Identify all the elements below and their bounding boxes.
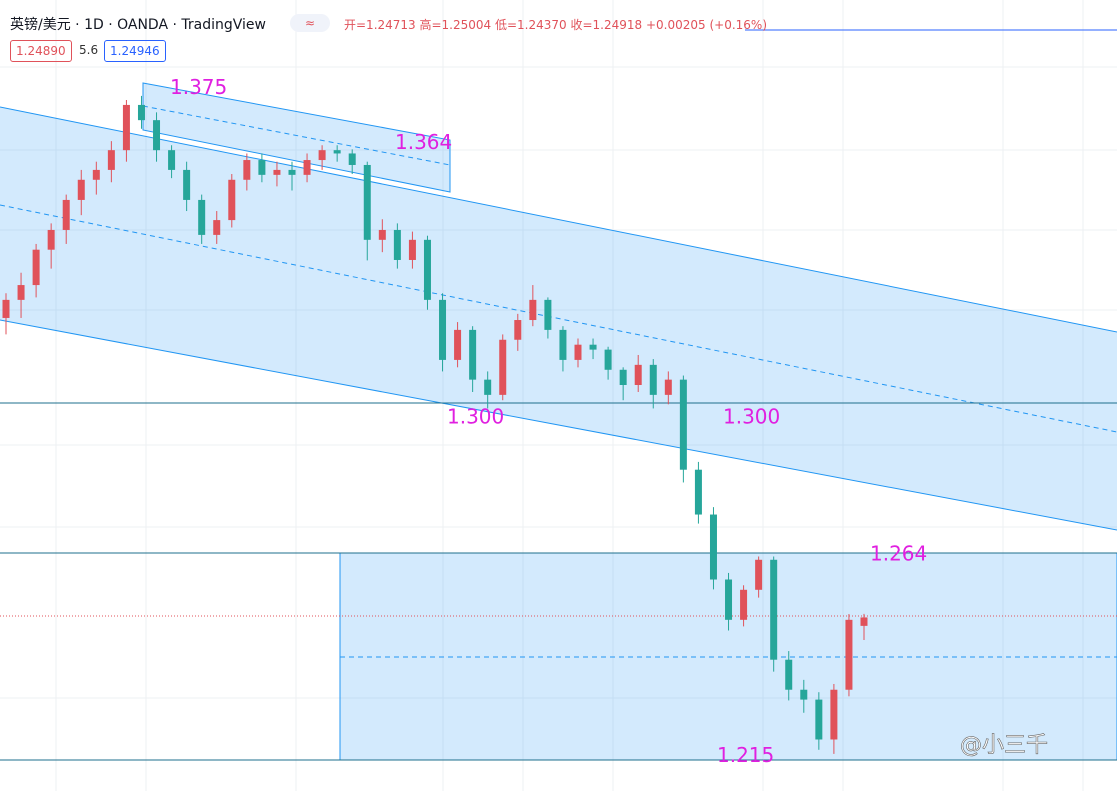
ask[interactable]: 1.24946 — [104, 40, 166, 62]
bid[interactable]: 1.24890 — [10, 40, 72, 62]
candle-body — [288, 169, 296, 175]
candle-body — [830, 689, 838, 740]
candle-body — [153, 120, 161, 151]
small-channel-mid — [142, 105, 451, 166]
candle-body — [183, 169, 191, 200]
annotations: 1.375 1.364 1.300 1.300 1.264 1.215 — [170, 75, 927, 767]
candle-body — [694, 469, 702, 515]
candle-body — [378, 229, 386, 240]
candle-body — [529, 299, 537, 321]
candle-body — [709, 514, 717, 580]
candle-body — [755, 559, 763, 590]
candle-body — [860, 617, 868, 626]
candle-body — [258, 160, 266, 175]
channel-lower — [0, 319, 1117, 531]
candle-body — [439, 299, 447, 360]
candle-body — [725, 579, 733, 620]
ohlc: 开=1.24713 高=1.25004 低=1.24370 收=1.24918 … — [344, 18, 768, 32]
candle-body — [484, 379, 492, 395]
level-label: 1.264 — [870, 541, 927, 565]
candle-body — [740, 589, 748, 620]
candle-body — [17, 285, 25, 300]
candle-body — [303, 160, 311, 175]
candle-body — [499, 339, 507, 395]
candle-body — [845, 619, 853, 690]
level-label: 1.215 — [717, 743, 774, 767]
candle-body — [544, 299, 552, 330]
indicator-toggle[interactable]: ≈ — [290, 14, 330, 32]
candle-body — [228, 179, 236, 221]
candle-body — [785, 659, 793, 690]
candle-body — [815, 699, 823, 740]
candle-body — [2, 299, 10, 318]
candle-body — [770, 559, 778, 660]
candle-body — [198, 199, 206, 235]
candle-body — [92, 169, 100, 180]
candle-body — [363, 164, 371, 240]
candle-body — [454, 329, 462, 360]
candle-body — [273, 169, 281, 175]
candle-body — [514, 320, 522, 340]
candle-body — [348, 153, 356, 165]
channel-mid — [0, 204, 1117, 433]
level-label: 1.300 — [447, 404, 504, 428]
candle-body — [604, 349, 612, 370]
level-label: 1.375 — [170, 75, 227, 99]
candle-body — [318, 150, 326, 161]
candle-body — [469, 329, 477, 380]
candle-body — [800, 689, 808, 700]
candle-body — [77, 179, 85, 200]
symbol: 英镑/美元 · 1D · OANDA · TradingView — [10, 17, 266, 33]
candle-body — [62, 199, 70, 230]
spread: 5.6 — [79, 43, 99, 57]
candle-body — [619, 369, 627, 385]
candle-body — [423, 239, 431, 300]
candle-body — [122, 104, 130, 151]
candle-body — [408, 239, 416, 260]
candle-body — [559, 329, 567, 360]
candle-body — [32, 249, 40, 286]
candles — [2, 95, 868, 754]
candle-body — [574, 344, 582, 360]
watermark: @小三千 — [960, 733, 1048, 758]
candle-body — [393, 229, 401, 260]
level-label: 1.300 — [723, 404, 780, 428]
candle-body — [243, 160, 251, 180]
candle-body — [168, 150, 176, 170]
level-label: 1.364 — [395, 130, 452, 154]
candle-body — [649, 364, 657, 395]
channel-upper — [0, 106, 1117, 333]
candle-body — [213, 220, 221, 235]
candle-body — [333, 150, 341, 154]
candle-body — [137, 104, 145, 121]
candle-body — [589, 344, 597, 350]
candle-body — [47, 229, 55, 250]
candle-body — [634, 364, 642, 385]
candle-body — [679, 379, 687, 470]
candle-body — [107, 150, 115, 170]
candle-body — [664, 379, 672, 395]
